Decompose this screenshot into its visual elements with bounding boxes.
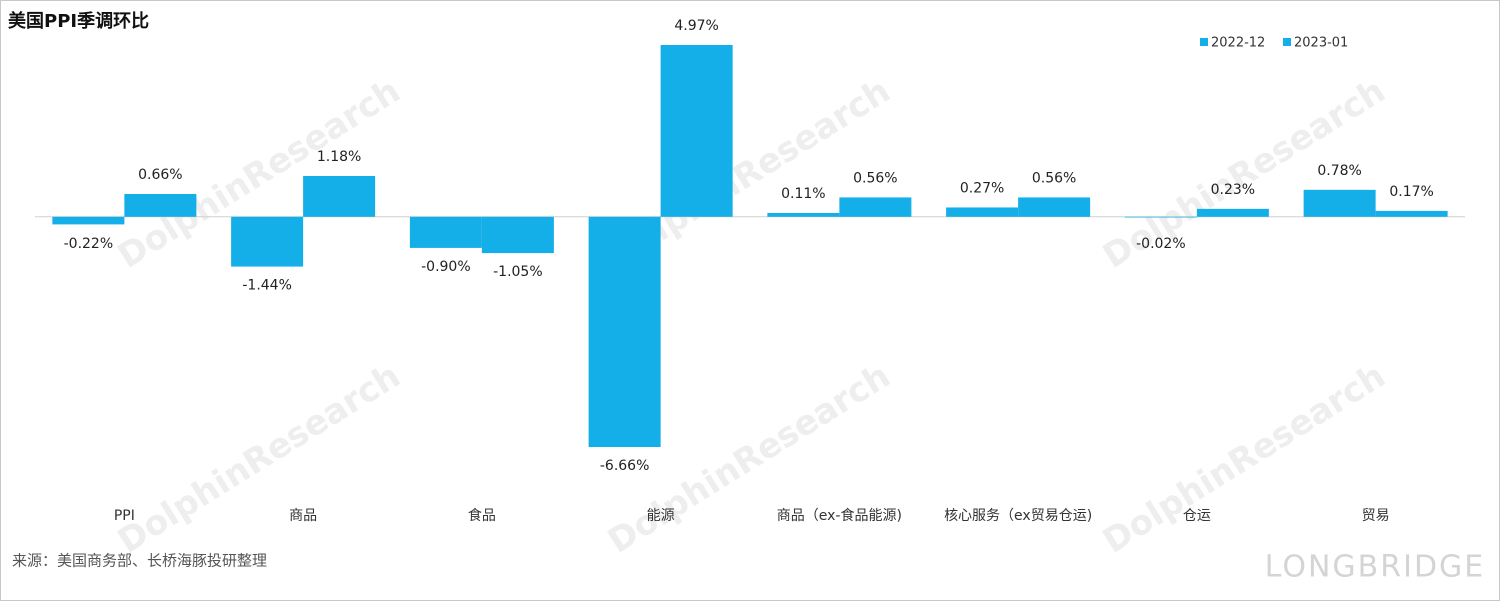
data-label: -6.66% xyxy=(600,458,650,474)
x-tick-label: 商品（ex-食品能源) xyxy=(777,507,902,524)
x-tick-label: 仓运 xyxy=(1183,508,1211,524)
bar xyxy=(52,216,125,225)
x-tick-label: 能源 xyxy=(647,508,675,524)
data-label: 0.11% xyxy=(781,186,825,202)
bar xyxy=(124,193,197,217)
data-label: -0.22% xyxy=(64,236,114,252)
legend-swatch xyxy=(1283,38,1291,46)
bar xyxy=(409,216,482,248)
bar xyxy=(946,207,1019,217)
data-label: -1.05% xyxy=(493,264,543,280)
bar xyxy=(231,216,304,267)
data-label: -0.02% xyxy=(1136,236,1186,252)
brand: LONGBRIDGE xyxy=(1265,550,1486,585)
x-tick-label: 商品 xyxy=(289,508,317,524)
data-label: 0.56% xyxy=(853,170,897,186)
x-tick-label: 食品 xyxy=(468,507,496,524)
data-label: 0.27% xyxy=(960,180,1004,196)
bar xyxy=(1018,197,1091,217)
bar xyxy=(1124,216,1197,218)
chart-title: 美国PPI季调环比 xyxy=(8,10,149,32)
data-label: 4.97% xyxy=(674,18,718,34)
bar xyxy=(303,176,376,217)
data-label: 0.78% xyxy=(1317,163,1361,179)
data-label: 1.18% xyxy=(317,149,361,165)
x-tick-label: PPI xyxy=(114,508,135,524)
data-label: 0.66% xyxy=(138,167,182,183)
legend-label: 2022-12 xyxy=(1211,36,1265,51)
legend-label: 2023-01 xyxy=(1294,36,1348,51)
source: 来源：美国商务部、长桥海豚投研整理 xyxy=(12,552,267,570)
data-label: -0.90% xyxy=(421,259,471,275)
x-tick-label: 核心服务（ex贸易仓运) xyxy=(944,508,1092,524)
data-label: 0.56% xyxy=(1032,170,1076,186)
x-tick-label: 贸易 xyxy=(1362,508,1390,524)
data-label: 0.17% xyxy=(1389,184,1433,200)
legend-swatch xyxy=(1200,38,1208,46)
bar xyxy=(1196,208,1269,217)
bar xyxy=(1375,210,1448,217)
data-label: -1.44% xyxy=(242,278,292,294)
bar xyxy=(481,216,554,254)
bar xyxy=(660,45,733,217)
bar xyxy=(839,197,912,217)
bar xyxy=(1303,189,1376,217)
bar xyxy=(588,216,661,447)
data-label: 0.23% xyxy=(1211,182,1255,198)
bar xyxy=(767,212,840,217)
